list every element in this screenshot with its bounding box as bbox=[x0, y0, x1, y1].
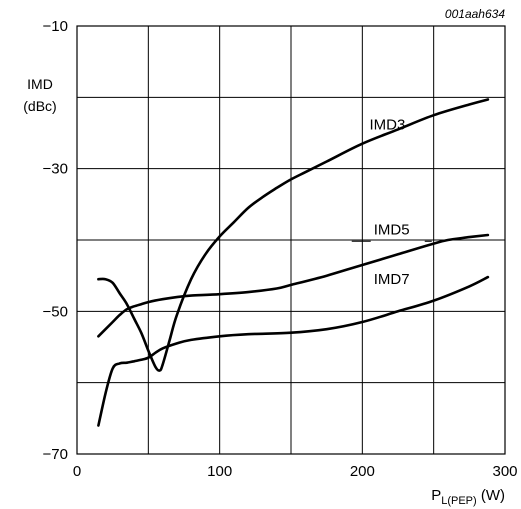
series-line-imd7 bbox=[97, 275, 490, 427]
y-tick-label: −70 bbox=[43, 446, 68, 463]
y-tick-label: −30 bbox=[43, 161, 68, 178]
series-label-imd3: IMD3 bbox=[369, 116, 405, 133]
y-axis-label-line-1: IMD bbox=[27, 76, 53, 92]
x-tick-label: 100 bbox=[207, 463, 232, 480]
series-label-imd5: IMD5 bbox=[374, 221, 410, 238]
series-line-imd3 bbox=[97, 98, 490, 372]
x-axis-label-main: P bbox=[431, 487, 441, 504]
y-tick-label: −10 bbox=[43, 18, 68, 35]
series-line-imd5 bbox=[97, 233, 490, 338]
plot-frame bbox=[76, 25, 506, 455]
series-labels: IMD3 IMD5 IMD7 bbox=[351, 116, 432, 288]
y-tick-label: −50 bbox=[43, 303, 68, 320]
x-tick-label: 0 bbox=[73, 463, 81, 480]
x-axis-label-unit: (W) bbox=[477, 487, 505, 504]
tick-labels: 0 100 200 300 −70 −50 −30 −10 bbox=[43, 18, 518, 480]
x-axis-label-subscript: L(PEP) bbox=[441, 495, 476, 507]
series-label-imd7: IMD7 bbox=[374, 271, 410, 288]
figure-code: 001aah634 bbox=[445, 7, 505, 21]
series-lines bbox=[97, 98, 490, 427]
x-tick-label: 300 bbox=[492, 463, 517, 480]
y-axis-label-line-2: (dBc) bbox=[23, 98, 56, 114]
x-axis-label: PL(PEP) (W) bbox=[431, 487, 505, 507]
x-tick-label: 200 bbox=[350, 463, 375, 480]
grid-lines bbox=[76, 25, 506, 455]
